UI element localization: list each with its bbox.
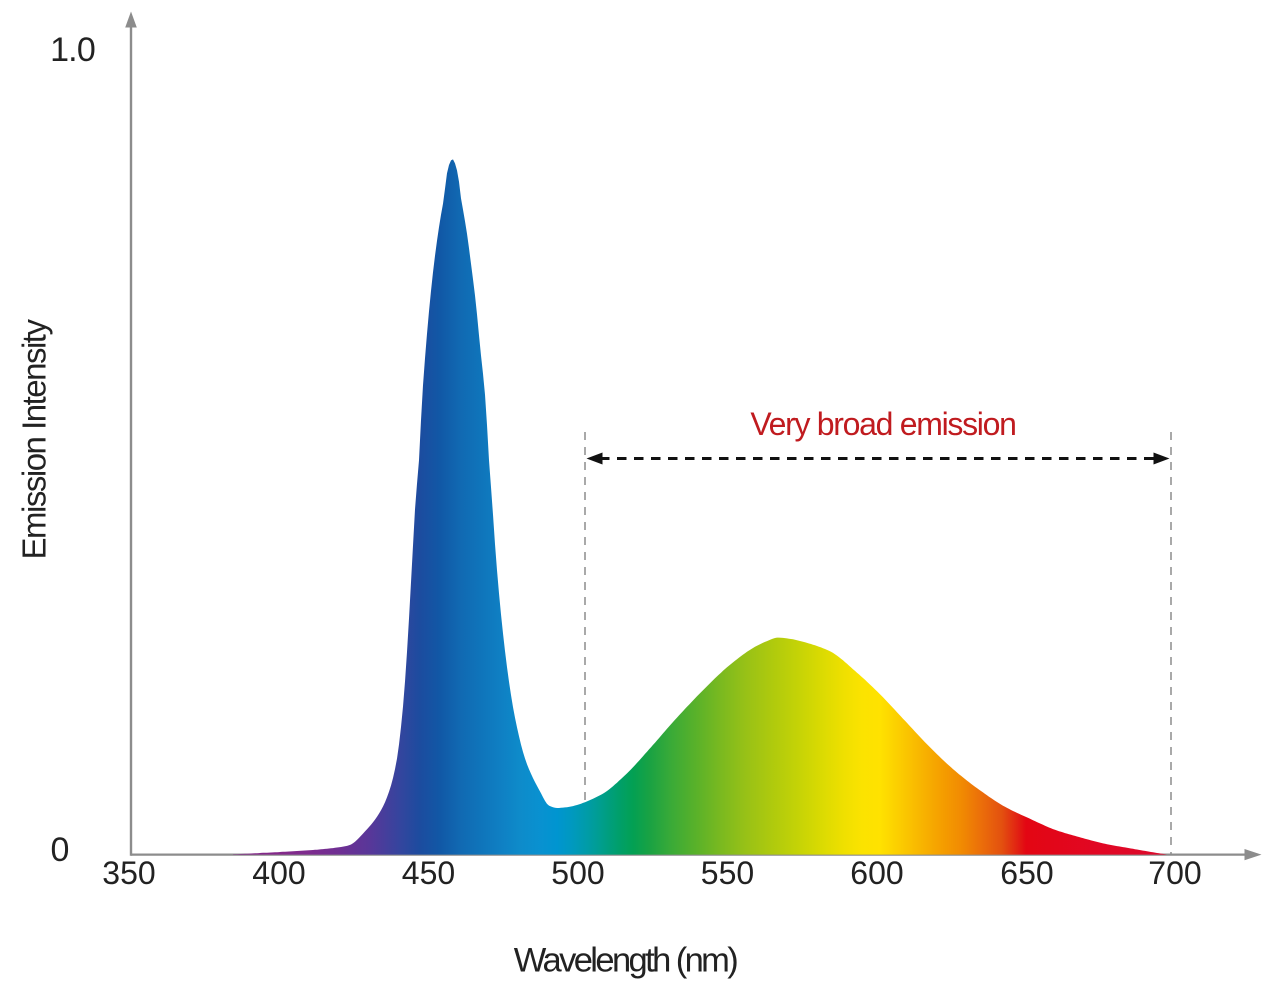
svg-text:550: 550	[701, 855, 754, 891]
svg-text:600: 600	[850, 855, 903, 891]
svg-text:500: 500	[551, 855, 604, 891]
svg-text:Very broad emission: Very broad emission	[750, 406, 1015, 442]
svg-text:Emission Intensity: Emission Intensity	[16, 319, 53, 560]
svg-text:650: 650	[1000, 855, 1053, 891]
svg-text:0: 0	[51, 831, 70, 869]
svg-text:350: 350	[102, 855, 155, 891]
svg-text:400: 400	[252, 855, 305, 891]
svg-text:Wavelength (nm): Wavelength (nm)	[514, 942, 738, 980]
svg-text:1.0: 1.0	[50, 31, 95, 69]
svg-text:450: 450	[402, 855, 455, 891]
svg-text:700: 700	[1148, 855, 1201, 891]
